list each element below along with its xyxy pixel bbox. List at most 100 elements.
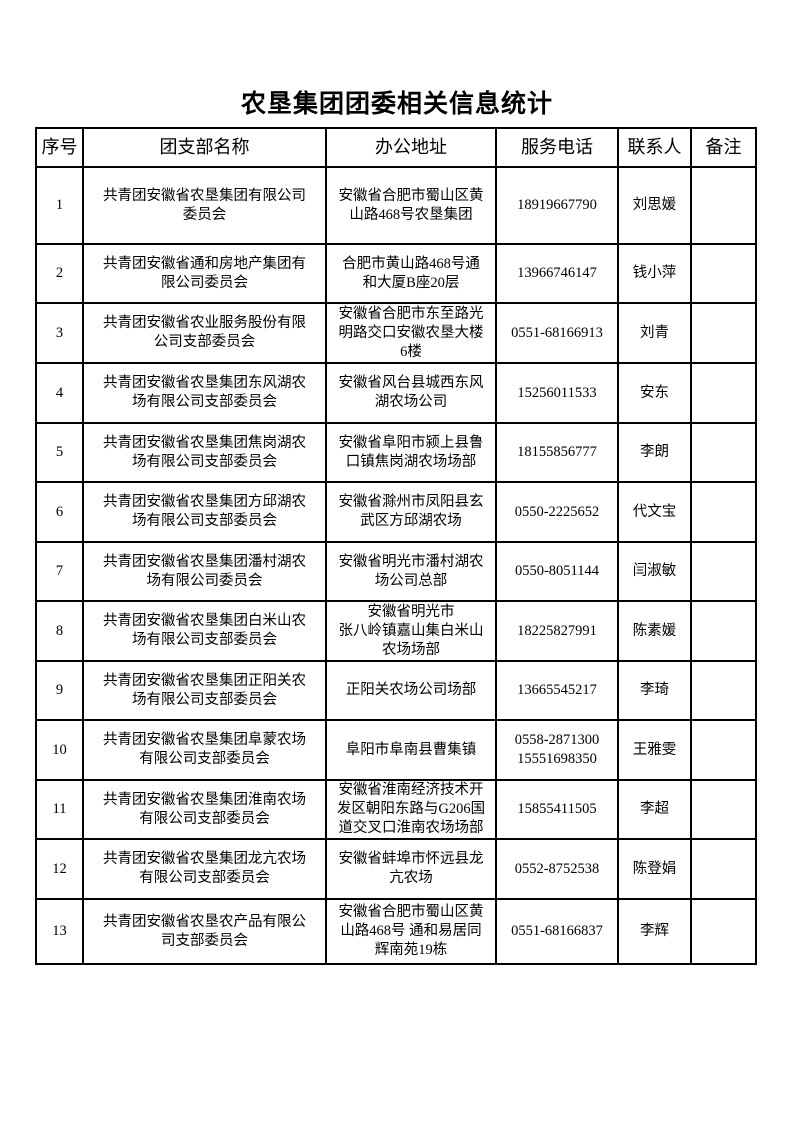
table-row: 3 共青团安徽省农业服务股份有限 公司支部委员会 安徽省合肥市东至路光 明路交口安徽…	[35, 302, 757, 364]
cell-no: 3	[35, 302, 84, 364]
cell-phone: 18155856777	[495, 422, 619, 483]
cell-address: 安徽省淮南经济技术开 发区朝阳东路与G206国 道交叉口淮南农场场部	[325, 779, 497, 840]
cell-address: 安徽省明光市 张八岭镇嘉山集白米山 农场场部	[325, 600, 497, 662]
cell-branch-name: 共青团安徽省农业服务股份有限 公司支部委员会	[82, 302, 327, 364]
cell-no: 1	[35, 166, 84, 245]
cell-contact: 陈登娟	[617, 838, 692, 900]
cell-branch-name: 共青团安徽省农垦集团有限公司 委员会	[82, 166, 327, 245]
cell-note	[690, 166, 757, 245]
cell-contact: 李超	[617, 779, 692, 840]
cell-note	[690, 600, 757, 662]
cell-no: 8	[35, 600, 84, 662]
cell-no: 13	[35, 898, 84, 965]
header-contact: 联系人	[617, 127, 692, 168]
cell-branch-name: 共青团安徽省通和房地产集团有 限公司委员会	[82, 243, 327, 304]
cell-branch-name: 共青团安徽省农垦集团龙亢农场 有限公司支部委员会	[82, 838, 327, 900]
cell-address: 合肥市黄山路468号通 和大厦B座20层	[325, 243, 497, 304]
cell-note	[690, 362, 757, 424]
cell-note	[690, 243, 757, 304]
cell-phone: 18225827991	[495, 600, 619, 662]
cell-note	[690, 719, 757, 781]
cell-note	[690, 302, 757, 364]
cell-no: 11	[35, 779, 84, 840]
cell-note	[690, 838, 757, 900]
cell-address: 安徽省阜阳市颍上县鲁 口镇焦岗湖农场场部	[325, 422, 497, 483]
cell-phone: 13966746147	[495, 243, 619, 304]
cell-branch-name: 共青团安徽省农垦集团阜蒙农场 有限公司支部委员会	[82, 719, 327, 781]
header-name: 团支部名称	[82, 127, 327, 168]
table-row: 10 共青团安徽省农垦集团阜蒙农场 有限公司支部委员会 阜阳市阜南县曹集镇 0558-…	[35, 719, 757, 781]
table-row: 7 共青团安徽省农垦集团潘村湖农 场有限公司委员会 安徽省明光市潘村湖农 场公司总部…	[35, 541, 757, 602]
cell-note	[690, 660, 757, 721]
cell-branch-name: 共青团安徽省农垦集团正阳关农 场有限公司支部委员会	[82, 660, 327, 721]
header-address: 办公地址	[325, 127, 497, 168]
cell-phone: 0550-8051144	[495, 541, 619, 602]
cell-contact: 李辉	[617, 898, 692, 965]
cell-contact: 陈素媛	[617, 600, 692, 662]
info-table: 序号 团支部名称 办公地址 服务电话 联系人 备注 1 共青团安徽省农垦集团有限公…	[35, 127, 757, 965]
cell-phone: 15855411505	[495, 779, 619, 840]
table-row: 1 共青团安徽省农垦集团有限公司 委员会 安徽省合肥市蜀山区黄 山路468号农垦集团…	[35, 166, 757, 245]
cell-contact: 代文宝	[617, 481, 692, 543]
table-row: 11 共青团安徽省农垦集团淮南农场 有限公司支部委员会 安徽省淮南经济技术开 发区朝…	[35, 779, 757, 840]
header-note: 备注	[690, 127, 757, 168]
cell-no: 12	[35, 838, 84, 900]
table-row: 12 共青团安徽省农垦集团龙亢农场 有限公司支部委员会 安徽省蚌埠市怀远县龙 亢农场…	[35, 838, 757, 900]
cell-address: 安徽省滁州市凤阳县玄 武区方邱湖农场	[325, 481, 497, 543]
cell-contact: 闫淑敏	[617, 541, 692, 602]
cell-contact: 李朗	[617, 422, 692, 483]
table-row: 2 共青团安徽省通和房地产集团有 限公司委员会 合肥市黄山路468号通 和大厦B座2…	[35, 243, 757, 304]
cell-contact: 钱小萍	[617, 243, 692, 304]
cell-phone: 18919667790	[495, 166, 619, 245]
cell-no: 4	[35, 362, 84, 424]
cell-note	[690, 422, 757, 483]
cell-no: 7	[35, 541, 84, 602]
cell-contact: 安东	[617, 362, 692, 424]
table-row: 4 共青团安徽省农垦集团东风湖农 场有限公司支部委员会 安徽省风台县城西东风 湖农场…	[35, 362, 757, 424]
cell-phone: 0551-68166913	[495, 302, 619, 364]
cell-branch-name: 共青团安徽省农垦农产品有限公 司支部委员会	[82, 898, 327, 965]
cell-no: 9	[35, 660, 84, 721]
table-header-row: 序号 团支部名称 办公地址 服务电话 联系人 备注	[35, 127, 757, 168]
cell-address: 安徽省蚌埠市怀远县龙 亢农场	[325, 838, 497, 900]
page-title: 农垦集团团委相关信息统计	[240, 91, 553, 118]
header-no: 序号	[35, 127, 84, 168]
cell-note	[690, 779, 757, 840]
cell-phone: 0550-2225652	[495, 481, 619, 543]
cell-branch-name: 共青团安徽省农垦集团东风湖农 场有限公司支部委员会	[82, 362, 327, 424]
cell-contact: 李琦	[617, 660, 692, 721]
table-row: 13 共青团安徽省农垦农产品有限公 司支部委员会 安徽省合肥市蜀山区黄 山路468号…	[35, 898, 757, 965]
cell-no: 10	[35, 719, 84, 781]
cell-address: 安徽省明光市潘村湖农 场公司总部	[325, 541, 497, 602]
cell-note	[690, 541, 757, 602]
cell-phone: 0552-8752538	[495, 838, 619, 900]
cell-branch-name: 共青团安徽省农垦集团潘村湖农 场有限公司委员会	[82, 541, 327, 602]
cell-phone: 0558-2871300 15551698350	[495, 719, 619, 781]
cell-address: 安徽省合肥市蜀山区黄 山路468号农垦集团	[325, 166, 497, 245]
cell-no: 5	[35, 422, 84, 483]
table-row: 5 共青团安徽省农垦集团焦岗湖农 场有限公司支部委员会 安徽省阜阳市颍上县鲁 口镇焦…	[35, 422, 757, 483]
cell-branch-name: 共青团安徽省农垦集团焦岗湖农 场有限公司支部委员会	[82, 422, 327, 483]
table-row: 8 共青团安徽省农垦集团白米山农 场有限公司支部委员会 安徽省明光市 张八岭镇嘉山集…	[35, 600, 757, 662]
cell-address: 阜阳市阜南县曹集镇	[325, 719, 497, 781]
cell-no: 2	[35, 243, 84, 304]
cell-note	[690, 898, 757, 965]
cell-address: 正阳关农场公司场部	[325, 660, 497, 721]
cell-contact: 刘青	[617, 302, 692, 364]
cell-address: 安徽省合肥市蜀山区黄 山路468号 通和易居同 辉南苑19栋	[325, 898, 497, 965]
header-phone: 服务电话	[495, 127, 619, 168]
cell-no: 6	[35, 481, 84, 543]
table-row: 9 共青团安徽省农垦集团正阳关农 场有限公司支部委员会 正阳关农场公司场部 13665…	[35, 660, 757, 721]
cell-phone: 0551-68166837	[495, 898, 619, 965]
cell-branch-name: 共青团安徽省农垦集团淮南农场 有限公司支部委员会	[82, 779, 327, 840]
cell-branch-name: 共青团安徽省农垦集团方邱湖农 场有限公司支部委员会	[82, 481, 327, 543]
table-row: 6 共青团安徽省农垦集团方邱湖农 场有限公司支部委员会 安徽省滁州市凤阳县玄 武区方…	[35, 481, 757, 543]
cell-contact: 刘思媛	[617, 166, 692, 245]
cell-address: 安徽省风台县城西东风 湖农场公司	[325, 362, 497, 424]
cell-note	[690, 481, 757, 543]
cell-branch-name: 共青团安徽省农垦集团白米山农 场有限公司支部委员会	[82, 600, 327, 662]
cell-phone: 15256011533	[495, 362, 619, 424]
cell-address: 安徽省合肥市东至路光 明路交口安徽农垦大楼 6楼	[325, 302, 497, 364]
cell-phone: 13665545217	[495, 660, 619, 721]
cell-contact: 王雅雯	[617, 719, 692, 781]
